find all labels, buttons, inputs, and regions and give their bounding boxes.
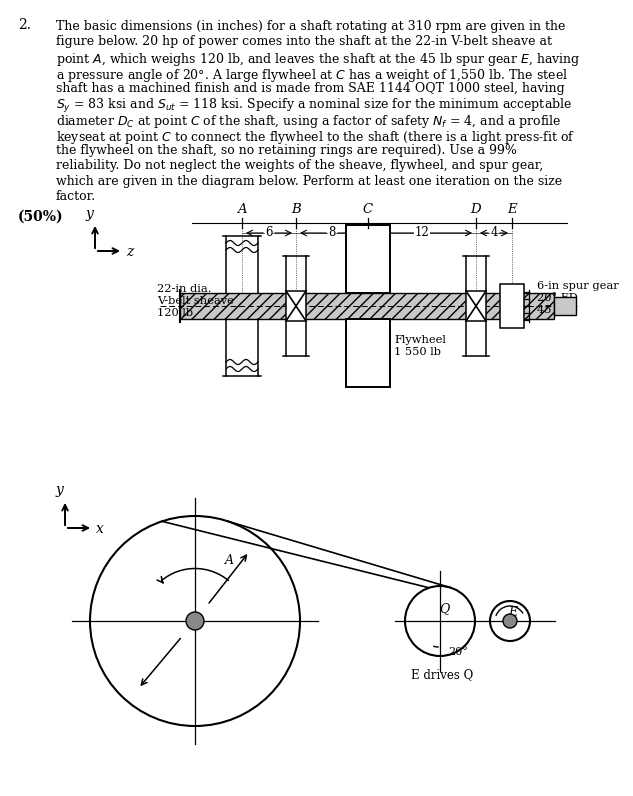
Text: $S_y$ = 83 ksi and $S_{ut}$ = 118 ksi. Specify a nominal size for the minimum ac: $S_y$ = 83 ksi and $S_{ut}$ = 118 ksi. S…: [56, 97, 572, 115]
Text: 2.: 2.: [18, 18, 31, 32]
Bar: [554, 297, 576, 315]
Text: The basic dimensions (in inches) for a shaft rotating at 310 rpm are given in th: The basic dimensions (in inches) for a s…: [56, 20, 565, 33]
Text: 20°: 20°: [448, 647, 468, 657]
Text: 4: 4: [490, 227, 498, 240]
Text: x: x: [96, 522, 104, 536]
Text: A: A: [225, 555, 234, 568]
Text: 6: 6: [265, 227, 273, 240]
Bar: [180, 293, 554, 319]
Bar: [346, 319, 390, 387]
Text: C: C: [363, 203, 373, 216]
Text: Q: Q: [439, 602, 449, 615]
Text: z: z: [126, 245, 134, 259]
Text: factor.: factor.: [56, 190, 96, 204]
Text: 6-in spur gear
20° FD
45 lb: 6-in spur gear 20° FD 45 lb: [537, 281, 618, 315]
Text: a pressure angle of 20$\degree$. A large flywheel at $C$ has a weight of 1,550 l: a pressure angle of 20$\degree$. A large…: [56, 67, 568, 84]
Bar: [466, 291, 486, 321]
Bar: [500, 284, 524, 328]
Circle shape: [186, 612, 204, 630]
Text: 22-in dia.
V-belt sheave
120 lb: 22-in dia. V-belt sheave 120 lb: [157, 283, 234, 318]
Bar: [346, 225, 390, 293]
Text: D: D: [471, 203, 481, 216]
Text: E: E: [508, 606, 518, 619]
Bar: [286, 291, 306, 321]
Text: the flywheel on the shaft, so no retaining rings are required). Use a 99%: the flywheel on the shaft, so no retaini…: [56, 144, 517, 157]
Text: point $A$, which weighs 120 lb, and leaves the shaft at the 45 lb spur gear $E$,: point $A$, which weighs 120 lb, and leav…: [56, 51, 580, 68]
Text: (50%): (50%): [18, 210, 64, 224]
Text: 8: 8: [329, 227, 335, 240]
Text: y: y: [55, 483, 63, 497]
Text: Flywheel
1 550 lb: Flywheel 1 550 lb: [394, 335, 446, 357]
Text: y: y: [85, 207, 93, 221]
Text: B: B: [291, 203, 301, 216]
Text: reliability. Do not neglect the weights of the sheave, flywheel, and spur gear,: reliability. Do not neglect the weights …: [56, 159, 543, 173]
Text: E drives Q: E drives Q: [411, 668, 473, 681]
Text: keyseat at point $C$ to connect the flywheel to the shaft (there is a light pres: keyseat at point $C$ to connect the flyw…: [56, 128, 575, 146]
Text: 12: 12: [415, 227, 429, 240]
Text: diameter $D_C$ at point $C$ of the shaft, using a factor of safety $N_f$ = 4, an: diameter $D_C$ at point $C$ of the shaft…: [56, 113, 561, 130]
Text: shaft has a machined finish and is made from SAE 1144 OQT 1000 steel, having: shaft has a machined finish and is made …: [56, 82, 565, 95]
Text: A: A: [237, 203, 247, 216]
Circle shape: [503, 614, 517, 628]
Text: figure below. 20 hp of power comes into the shaft at the 22-in V-belt sheave at: figure below. 20 hp of power comes into …: [56, 36, 552, 49]
Text: E: E: [507, 203, 517, 216]
Text: which are given in the diagram below. Perform at least one iteration on the size: which are given in the diagram below. Pe…: [56, 175, 562, 188]
